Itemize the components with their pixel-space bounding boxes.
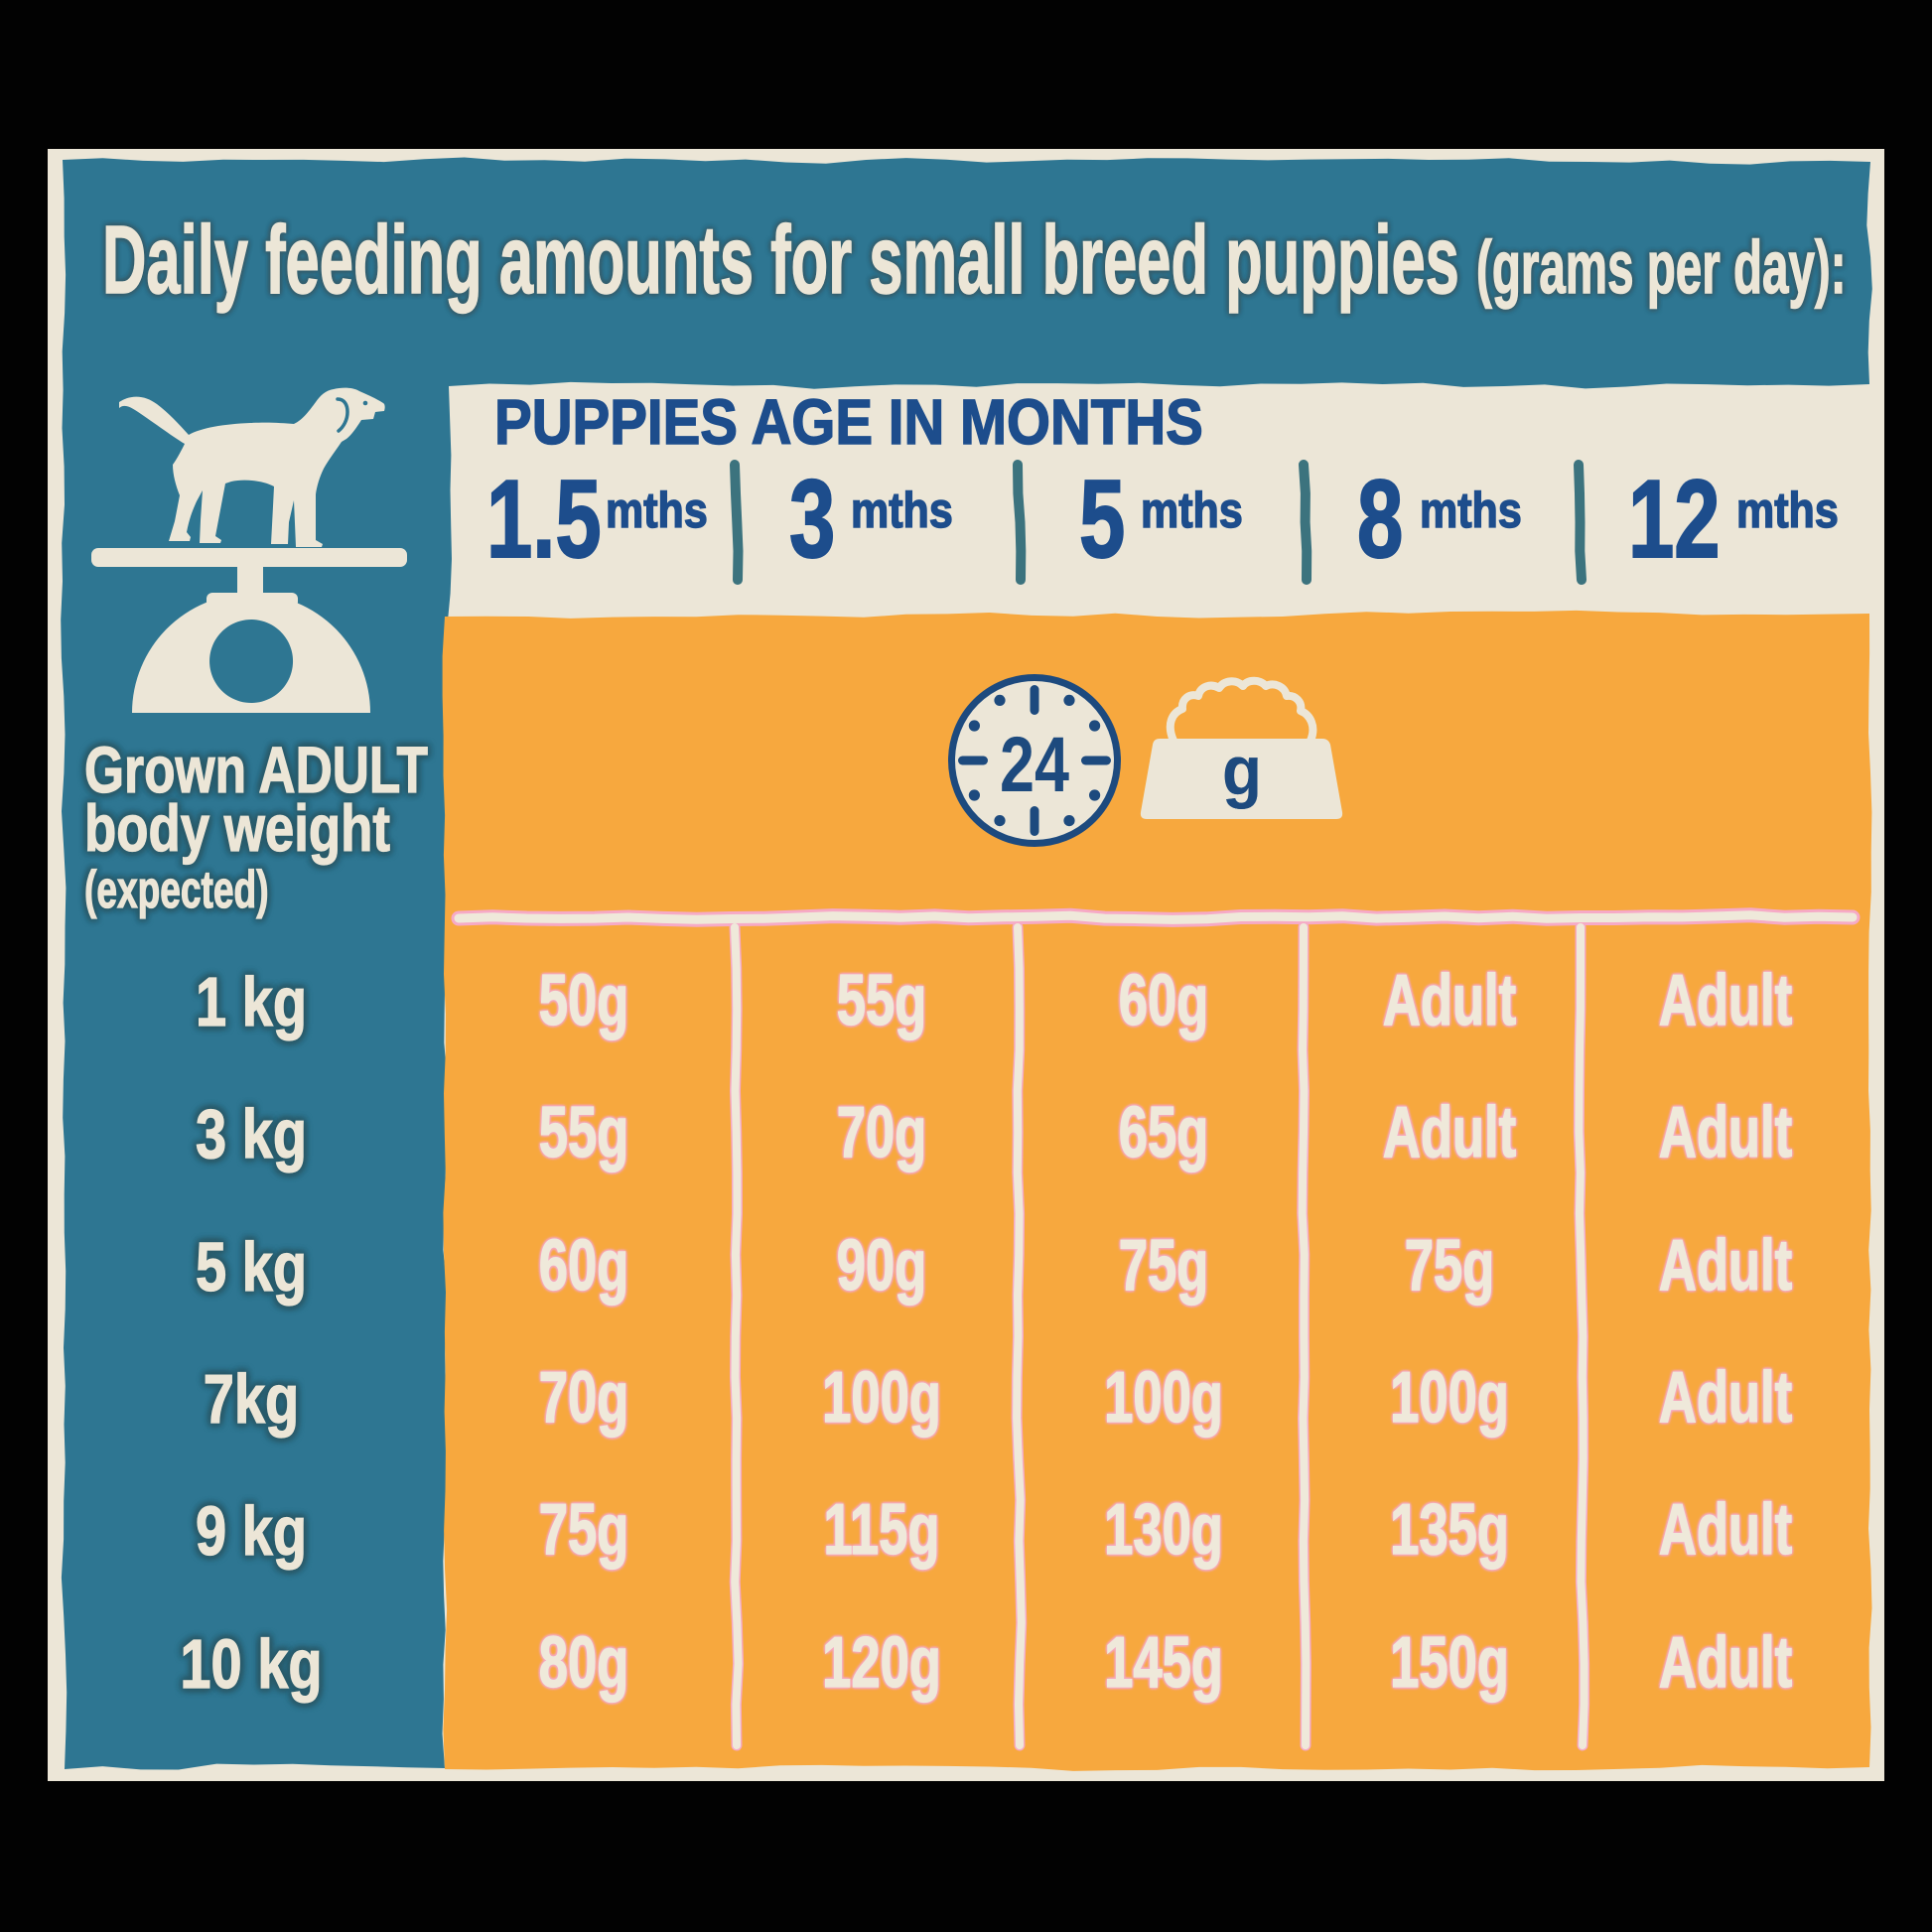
svg-text:g: g (1222, 732, 1262, 809)
svg-text:24: 24 (1000, 720, 1069, 808)
svg-text:g: g (1222, 732, 1262, 809)
